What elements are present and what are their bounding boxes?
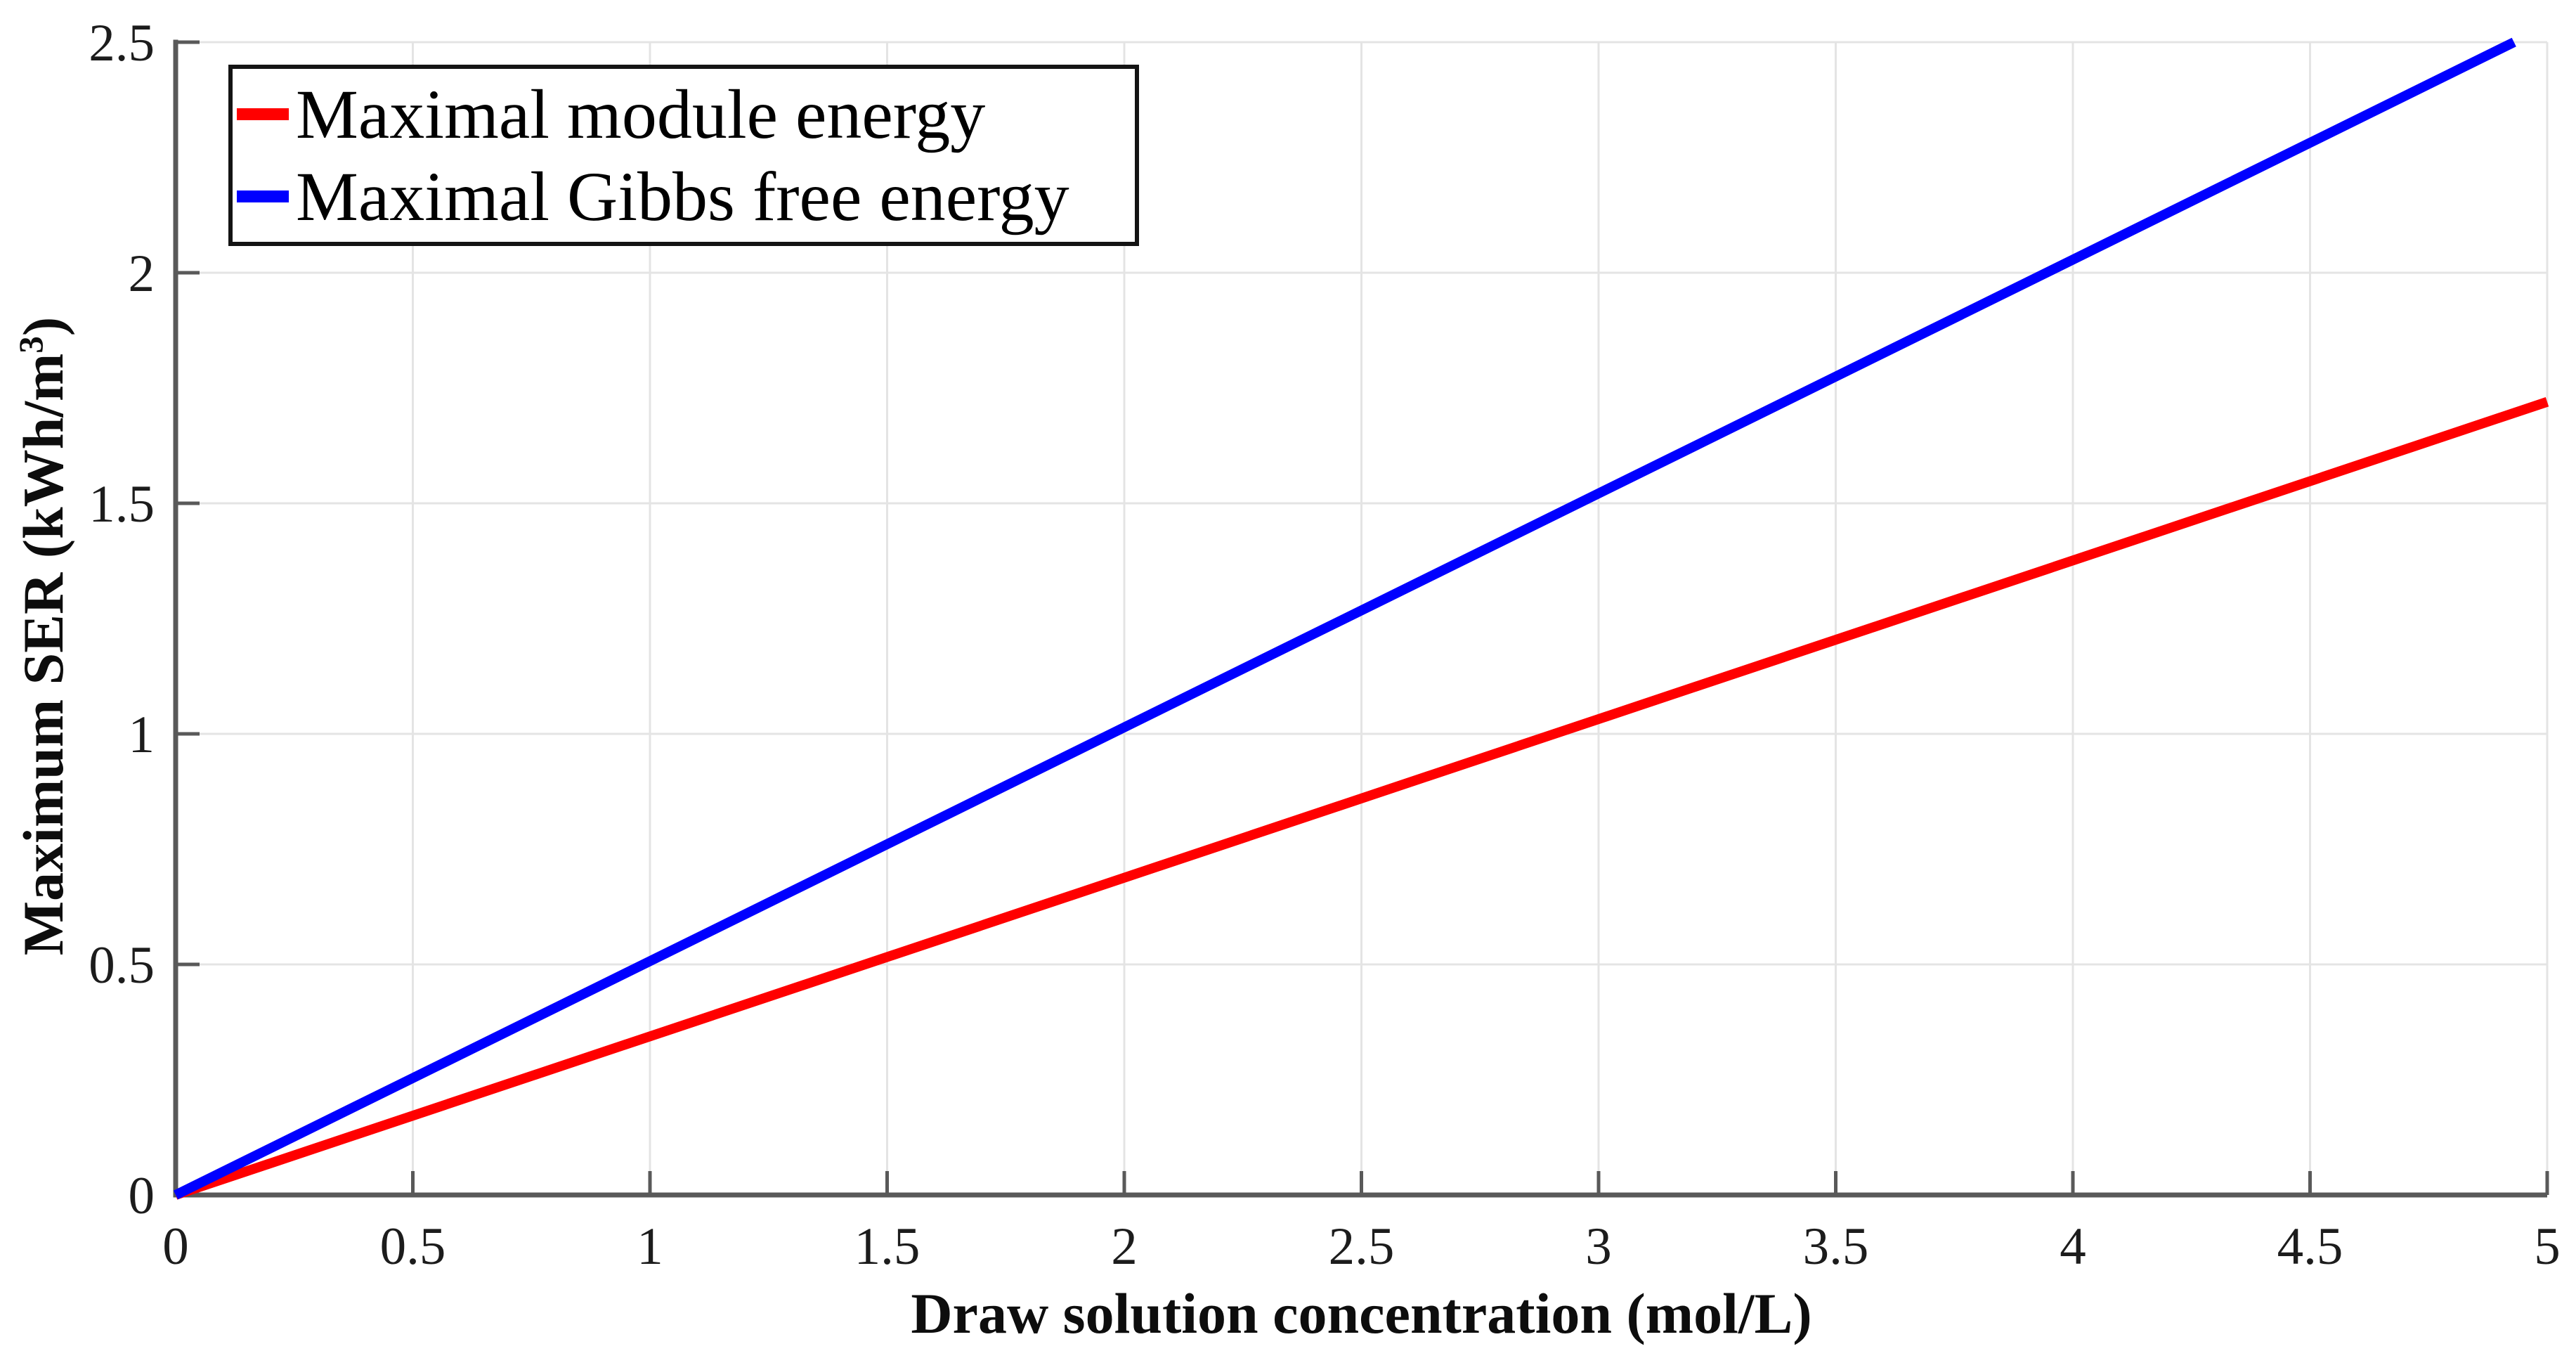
- x-tick-label-4: 4: [2060, 1217, 2086, 1276]
- y-tick-label-1.5: 1.5: [89, 475, 155, 534]
- x-tick-label-2.5: 2.5: [1329, 1217, 1395, 1276]
- x-tick-label-4.5: 4.5: [2277, 1217, 2343, 1276]
- legend: Maximal module energy Maximal Gibbs free…: [228, 65, 1139, 246]
- y-axis-title-close-paren: ): [11, 316, 75, 337]
- y-axis-title-superscript: 3: [11, 336, 51, 354]
- x-tick-label-5: 5: [2534, 1217, 2561, 1276]
- x-axis-title: Draw solution concentration (mol/L): [911, 1281, 1812, 1345]
- legend-label-maximal-gibbs-free-energy: Maximal Gibbs free energy: [296, 157, 1069, 235]
- y-axis-title-text: Maximum SER (kWh/m: [11, 353, 75, 956]
- x-tick-label-1: 1: [637, 1217, 663, 1276]
- series-line-maximal-module-energy: [174, 397, 2549, 1200]
- y-axis-title: Maximum SER (kWh/m3): [11, 317, 77, 955]
- legend-label-maximal-module-energy: Maximal module energy: [296, 75, 986, 153]
- y-tick-label-2: 2: [129, 245, 155, 303]
- series-line-maximal-gibbs-free-energy: [173, 37, 2516, 1200]
- y-tick-label-2.5: 2.5: [89, 14, 155, 72]
- x-tick-label-0.5: 0.5: [380, 1217, 446, 1276]
- legend-swatch-blue-line: [237, 190, 289, 202]
- y-tick-label-0.5: 0.5: [89, 936, 155, 995]
- legend-item-maximal-gibbs-free-energy: Maximal Gibbs free energy: [237, 157, 1135, 236]
- y-tick-label-0: 0: [129, 1167, 155, 1225]
- x-tick-label-3: 3: [1585, 1217, 1612, 1276]
- x-tick-label-1.5: 1.5: [854, 1217, 921, 1276]
- y-tick-label-1: 1: [129, 706, 155, 764]
- x-tick-label-3.5: 3.5: [1803, 1217, 1869, 1276]
- legend-item-maximal-module-energy: Maximal module energy: [237, 75, 1135, 154]
- x-tick-label-2: 2: [1111, 1217, 1138, 1276]
- x-tick-label-0: 0: [162, 1217, 189, 1276]
- legend-swatch-red-line: [237, 108, 289, 120]
